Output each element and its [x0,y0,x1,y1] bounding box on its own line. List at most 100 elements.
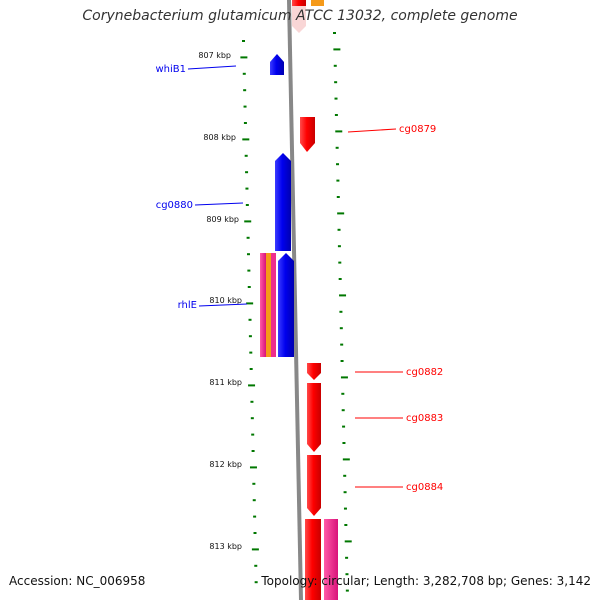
ruler-labels: 807 kbp 808 kbp 809 kbp 810 kbp 811 kbp … [198,51,242,551]
gene-cg0879[interactable] [300,117,315,152]
ruler-minor-tick [336,163,340,166]
ruler-minor-tick [336,196,340,198]
ruler-major-tick [244,220,252,223]
ruler-label: 807 kbp [198,51,231,60]
ruler [240,32,352,592]
ruler-minor-tick [334,81,338,84]
ruler-minor-tick [338,278,342,280]
feature-bottom-pink [324,519,338,600]
ruler-minor-tick [248,335,252,338]
ruler-label: 810 kbp [209,296,242,305]
ruler-minor-tick [343,491,347,494]
ruler-major-tick [333,48,341,51]
ruler-minor-tick [337,245,341,248]
ruler-minor-tick [345,573,349,576]
ruler-minor-tick [252,499,256,502]
accession-text: Accession: NC_006958 [9,574,146,588]
ruler-minor-tick [343,474,347,477]
ruler-minor-tick [336,179,340,182]
feature-top-orange [311,0,324,6]
ruler-major-tick [242,138,250,141]
ruler-major-tick [246,302,254,305]
ruler-minor-tick [246,253,250,256]
ruler-minor-tick [245,171,249,174]
ruler-label: 811 kbp [209,378,242,387]
ruler-label: 812 kbp [209,460,242,469]
ruler-minor-tick [339,327,343,330]
ruler-minor-tick [342,425,346,428]
ruler-label: 813 kbp [209,542,242,551]
ruler-label: 808 kbp [203,133,236,142]
ruler-minor-tick [248,318,252,321]
ruler-minor-tick [334,114,338,116]
ruler-minor-tick [253,515,257,518]
gene-rhlE[interactable] [278,253,294,357]
gene-label-cg0883[interactable]: cg0883 [406,413,443,424]
ruler-minor-tick [339,310,343,313]
gene-cg0882[interactable] [307,363,321,380]
feature-magenta-rhlE [271,253,276,357]
ruler-minor-tick [342,442,346,444]
ruler-minor-tick [250,417,254,420]
leader-rhlE [198,303,248,307]
ruler-minor-tick [249,368,253,370]
ruler-major-tick [337,212,345,215]
ruler-minor-tick [333,64,337,67]
ruler-label: 809 kbp [206,215,239,224]
ruler-minor-tick [242,72,246,75]
gene-label-cg0884[interactable]: cg0884 [406,482,443,493]
ruler-minor-tick [345,556,349,559]
gene-cg0880[interactable] [275,153,291,251]
ruler-minor-tick [343,507,347,510]
ruler-major-tick [248,384,256,387]
ruler-minor-tick [344,524,348,526]
ruler-minor-tick [251,433,255,436]
ruler-major-tick [251,548,259,551]
leader-cg0880 [194,202,244,206]
ruler-minor-tick [251,450,255,452]
gene-label-rhlE[interactable]: rhlE [178,300,197,311]
ruler-major-tick [335,130,343,133]
genome-backbone [287,0,303,600]
ruler-major-tick [339,294,347,297]
ruler-minor-tick [341,409,345,412]
ruler-minor-tick [244,154,248,157]
ruler-minor-tick [252,482,256,485]
leader-cg0879 [347,128,397,133]
gene-cg0883[interactable] [307,383,321,452]
ruler-minor-tick [243,105,247,108]
gene-label-whiB1[interactable]: whiB1 [155,64,186,75]
ruler-major-tick [342,458,350,461]
gene-label-cg0879[interactable]: cg0879 [399,124,436,135]
ruler-minor-tick [245,187,249,190]
ruler-minor-tick [247,286,251,288]
feature-top-pale [292,6,306,33]
ruler-minor-tick [242,40,245,42]
ruler-major-tick [249,466,257,469]
ruler-minor-tick [250,400,254,403]
feature-pink-rhlE [260,253,266,357]
ruler-minor-tick [333,32,336,34]
ruler-major-tick [344,540,352,543]
feature-top-red [292,0,306,6]
gene-label-cg0882[interactable]: cg0882 [406,367,443,378]
ruler-minor-tick [345,589,349,592]
ruler-minor-tick [340,360,344,362]
ruler-minor-tick [338,261,342,264]
ruler-minor-tick [337,228,341,231]
ruler-minor-tick [254,564,258,567]
ruler-minor-tick [245,204,249,206]
genome-summary-text: Topology: circular; Length: 3,282,708 bp… [261,574,591,588]
ruler-minor-tick [335,146,339,149]
feature-orange-rhlE [266,253,271,357]
ruler-minor-tick [246,236,250,239]
ruler-major-tick [240,56,248,59]
ruler-minor-tick [253,532,257,534]
gene-label-cg0880[interactable]: cg0880 [156,200,193,211]
ruler-minor-tick [243,89,247,92]
ruler-major-tick [340,376,348,379]
gene-whiB1[interactable] [270,54,284,75]
ruler-minor-tick [247,269,251,272]
gene-cg0884[interactable] [307,455,321,516]
